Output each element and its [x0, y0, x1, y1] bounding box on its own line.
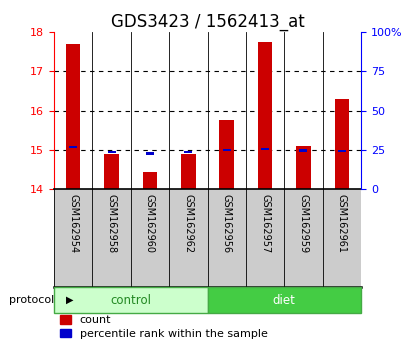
Text: diet: diet: [273, 293, 296, 307]
Bar: [208, 287, 361, 313]
Bar: [300, 149, 308, 152]
Bar: [258, 42, 272, 189]
Text: GSM162956: GSM162956: [222, 194, 232, 253]
Bar: [69, 146, 77, 148]
Bar: [223, 149, 231, 151]
Text: GSM162961: GSM162961: [337, 194, 347, 253]
Bar: [54, 287, 208, 313]
Bar: [104, 154, 119, 189]
Bar: [296, 146, 311, 189]
Text: GSM162960: GSM162960: [145, 194, 155, 253]
Text: ▶: ▶: [66, 295, 74, 305]
Text: GSM162962: GSM162962: [183, 194, 193, 253]
Bar: [220, 120, 234, 189]
Bar: [338, 150, 346, 152]
Text: GSM162959: GSM162959: [298, 194, 308, 253]
Text: control: control: [110, 293, 151, 307]
Text: GSM162957: GSM162957: [260, 194, 270, 253]
Text: GSM162954: GSM162954: [68, 194, 78, 253]
Bar: [184, 151, 192, 153]
Title: GDS3423 / 1562413_at: GDS3423 / 1562413_at: [111, 13, 304, 30]
Text: GSM162958: GSM162958: [107, 194, 117, 253]
Bar: [334, 99, 349, 189]
Bar: [146, 152, 154, 155]
Bar: [66, 44, 81, 189]
Text: protocol: protocol: [9, 295, 54, 305]
Bar: [107, 151, 115, 153]
Bar: [181, 154, 195, 189]
Bar: [143, 172, 157, 189]
Legend: count, percentile rank within the sample: count, percentile rank within the sample: [59, 315, 267, 339]
Bar: [261, 148, 269, 150]
